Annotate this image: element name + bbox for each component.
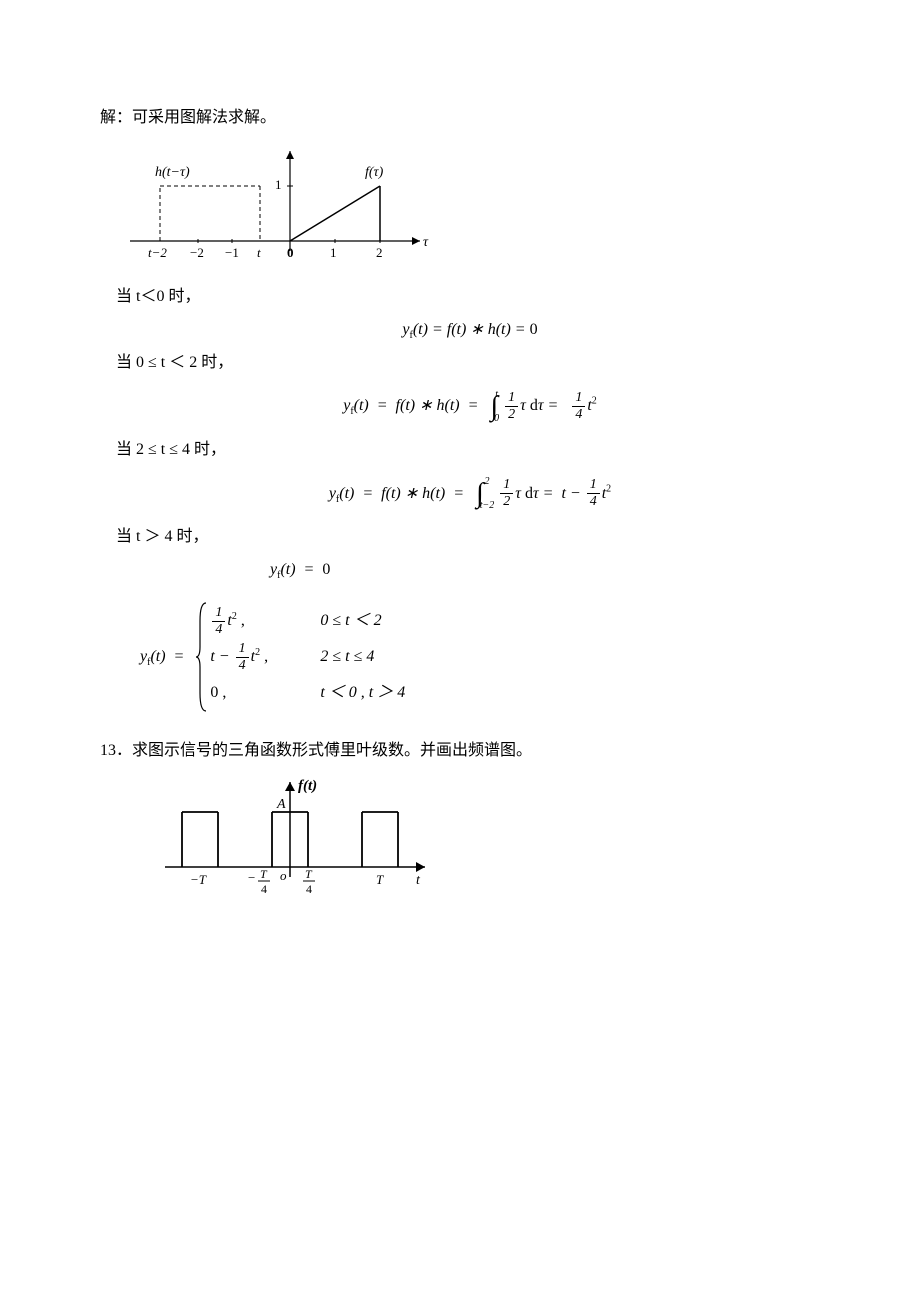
svg-text:T: T [305, 867, 313, 881]
svg-text:1: 1 [330, 245, 337, 260]
svg-text:−T: −T [190, 872, 207, 887]
left-brace-icon [194, 601, 208, 713]
solution-intro: 解：可采用图解法求解。 [100, 104, 840, 133]
svg-text:−2: −2 [190, 245, 204, 260]
case3-condition: 当 2 ≤ t ≤ 4 时， [100, 436, 840, 465]
svg-text:4: 4 [261, 882, 267, 896]
origin-label: o [280, 868, 287, 883]
case1-condition: 当 t＜0 时， [100, 283, 840, 312]
question-13-text: 13．求图示信号的三角函数形式傅里叶级数。并画出频谱图。 [100, 737, 840, 766]
svg-text:0: 0 [287, 245, 294, 260]
convolution-diagram: h(t−τ) 1 f(τ) τ t−2 −2 −1 t 0 1 2 [120, 141, 840, 271]
svg-text:4: 4 [306, 882, 312, 896]
svg-text:T: T [260, 867, 268, 881]
svg-text:t−2: t−2 [148, 245, 167, 260]
svg-text:−: − [248, 870, 255, 885]
case4-equation: yf(t) = 0 [100, 556, 840, 585]
svg-text:−1: −1 [225, 245, 239, 260]
t-axis-label: t [416, 873, 421, 888]
svg-text:T: T [376, 872, 384, 887]
case1-equation: yf(t) = f(t) ∗ h(t) = 0 [100, 316, 840, 345]
piecewise-summary: yf(t) = 14t2 , 0 ≤ t ＜ 2 t − 14t2 , 2 ≤ … [140, 601, 840, 713]
tau-axis-label: τ [423, 235, 429, 250]
h-label: h(t−τ) [155, 165, 190, 180]
case3-equation: yf(t) = f(t) ∗ h(t) = ∫2t−2 12τ dτ = t −… [100, 469, 840, 519]
case4-condition: 当 t ＞ 4 时， [100, 523, 840, 552]
piecewise-row: 0 , t ＜ 0 , t ＞ 4 [210, 675, 480, 711]
piecewise-row: t − 14t2 , 2 ≤ t ≤ 4 [210, 639, 480, 675]
svg-text:2: 2 [376, 245, 383, 260]
amplitude-label: A [276, 797, 286, 812]
ft-label: f(t) [298, 778, 317, 794]
f-label: f(τ) [365, 165, 384, 180]
periodic-pulse-diagram: f(t) A o −T − T 4 T 4 T t [160, 772, 840, 902]
case2-equation: yf(t) = f(t) ∗ h(t) = ∫t0 12τ dτ = 14t2 [100, 382, 840, 432]
y-tick-1: 1 [275, 177, 282, 192]
case2-condition: 当 0 ≤ t ＜ 2 时， [100, 349, 840, 378]
svg-text:t: t [257, 245, 261, 260]
piecewise-row: 14t2 , 0 ≤ t ＜ 2 [210, 603, 480, 639]
